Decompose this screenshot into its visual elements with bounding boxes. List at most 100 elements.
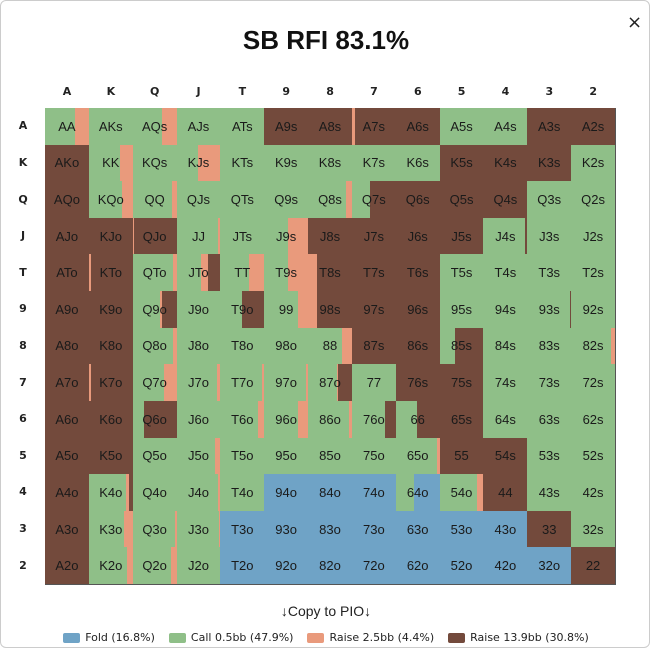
hand-cell[interactable]: A2s — [571, 108, 616, 146]
hand-cell[interactable]: T8s — [308, 254, 353, 293]
hand-cell[interactable]: 76s — [395, 364, 441, 402]
hand-cell[interactable]: 32o — [527, 547, 573, 585]
hand-cell[interactable]: 98o — [264, 327, 310, 366]
hand-cell[interactable]: 95s — [439, 291, 485, 329]
hand-cell[interactable]: Q8s — [308, 181, 353, 219]
hand-cell[interactable]: J6o — [176, 400, 222, 439]
hand-cell[interactable]: 72o — [351, 547, 397, 585]
hand-cell[interactable]: 82s — [571, 327, 616, 366]
hand-cell[interactable]: 85o — [308, 437, 353, 476]
hand-cell[interactable]: AQs — [132, 108, 178, 146]
hand-cell[interactable]: ATo — [45, 254, 90, 293]
hand-cell[interactable]: Q3s — [527, 181, 573, 219]
hand-cell[interactable]: KTs — [220, 144, 266, 183]
hand-cell[interactable]: KTo — [88, 254, 134, 293]
hand-cell[interactable]: AJs — [176, 108, 222, 146]
hand-cell[interactable]: T5o — [220, 437, 266, 476]
hand-cell[interactable]: QJo — [132, 217, 178, 256]
hand-cell[interactable]: 97s — [351, 291, 397, 329]
hand-cell[interactable]: JJ — [176, 217, 222, 256]
hand-cell[interactable]: A3s — [527, 108, 573, 146]
hand-cell[interactable]: Q8o — [132, 327, 178, 366]
hand-cell[interactable]: 53o — [439, 510, 485, 549]
hand-cell[interactable]: J8o — [176, 327, 222, 366]
hand-cell[interactable]: 55 — [439, 437, 485, 476]
hand-cell[interactable]: ATs — [220, 108, 266, 146]
hand-cell[interactable]: A7s — [351, 108, 397, 146]
hand-cell[interactable]: 88 — [308, 327, 353, 366]
hand-cell[interactable]: T3o — [220, 510, 266, 549]
hand-cell[interactable]: QJs — [176, 181, 222, 219]
hand-cell[interactable]: KQs — [132, 144, 178, 183]
hand-cell[interactable]: K4s — [483, 144, 529, 183]
hand-cell[interactable]: 64s — [483, 400, 529, 439]
hand-cell[interactable]: K9o — [88, 291, 134, 329]
hand-cell[interactable]: AQo — [45, 181, 90, 219]
hand-cell[interactable]: K9s — [264, 144, 310, 183]
hand-cell[interactable]: 32s — [571, 510, 616, 549]
hand-cell[interactable]: K7o — [88, 364, 134, 402]
hand-cell[interactable]: A9o — [45, 291, 90, 329]
hand-cell[interactable]: 42s — [571, 474, 616, 512]
hand-cell[interactable]: 87o — [308, 364, 353, 402]
hand-cell[interactable]: 85s — [439, 327, 485, 366]
hand-cell[interactable]: J4o — [176, 474, 222, 512]
hand-cell[interactable]: K6o — [88, 400, 134, 439]
hand-cell[interactable]: J4s — [483, 217, 529, 256]
hand-cell[interactable]: A8s — [308, 108, 353, 146]
hand-cell[interactable]: 65s — [439, 400, 485, 439]
hand-cell[interactable]: J9o — [176, 291, 222, 329]
hand-cell[interactable]: J3o — [176, 510, 222, 549]
hand-cell[interactable]: K5s — [439, 144, 485, 183]
hand-cell[interactable]: 42o — [483, 547, 529, 585]
hand-cell[interactable]: 73o — [351, 510, 397, 549]
hand-cell[interactable]: 74s — [483, 364, 529, 402]
hand-cell[interactable]: 84o — [308, 474, 353, 512]
hand-cell[interactable]: T8o — [220, 327, 266, 366]
hand-cell[interactable]: J5o — [176, 437, 222, 476]
hand-cell[interactable]: 63o — [395, 510, 441, 549]
hand-cell[interactable]: QTs — [220, 181, 266, 219]
hand-cell[interactable]: 44 — [483, 474, 529, 512]
hand-cell[interactable]: T5s — [439, 254, 485, 293]
hand-cell[interactable]: 75s — [439, 364, 485, 402]
hand-cell[interactable]: 92s — [571, 291, 616, 329]
hand-cell[interactable]: 64o — [395, 474, 441, 512]
hand-cell[interactable]: 62s — [571, 400, 616, 439]
hand-cell[interactable]: 98s — [308, 291, 353, 329]
hand-cell[interactable]: 96o — [264, 400, 310, 439]
hand-cell[interactable]: 99 — [264, 291, 310, 329]
hand-cell[interactable]: J7s — [351, 217, 397, 256]
hand-cell[interactable]: J8s — [308, 217, 353, 256]
hand-cell[interactable]: AKs — [88, 108, 134, 146]
hand-cell[interactable]: 43s — [527, 474, 573, 512]
hand-cell[interactable]: 76o — [351, 400, 397, 439]
copy-to-pio-button[interactable]: ↓Copy to PIO↓ — [280, 603, 372, 619]
hand-cell[interactable]: 63s — [527, 400, 573, 439]
hand-cell[interactable]: J3s — [527, 217, 573, 256]
hand-cell[interactable]: AJo — [45, 217, 90, 256]
hand-cell[interactable]: A5o — [45, 437, 90, 476]
hand-cell[interactable]: KQo — [88, 181, 134, 219]
hand-cell[interactable]: A6o — [45, 400, 90, 439]
hand-cell[interactable]: T2s — [571, 254, 616, 293]
hand-cell[interactable]: K7s — [351, 144, 397, 183]
hand-cell[interactable]: JTs — [220, 217, 266, 256]
hand-cell[interactable]: 83s — [527, 327, 573, 366]
hand-cell[interactable]: K2s — [571, 144, 616, 183]
hand-cell[interactable]: 86o — [308, 400, 353, 439]
hand-cell[interactable]: 54s — [483, 437, 529, 476]
hand-cell[interactable]: A8o — [45, 327, 90, 366]
hand-cell[interactable]: 75o — [351, 437, 397, 476]
hand-cell[interactable]: K8o — [88, 327, 134, 366]
hand-cell[interactable]: T7o — [220, 364, 266, 402]
hand-cell[interactable]: TT — [220, 254, 266, 293]
hand-cell[interactable]: 43o — [483, 510, 529, 549]
hand-cell[interactable]: 93o — [264, 510, 310, 549]
hand-cell[interactable]: A3o — [45, 510, 90, 549]
hand-cell[interactable]: Q6s — [395, 181, 441, 219]
hand-cell[interactable]: KJo — [88, 217, 134, 256]
hand-cell[interactable]: 97o — [264, 364, 310, 402]
hand-cell[interactable]: Q7o — [132, 364, 178, 402]
hand-cell[interactable]: QTo — [132, 254, 178, 293]
